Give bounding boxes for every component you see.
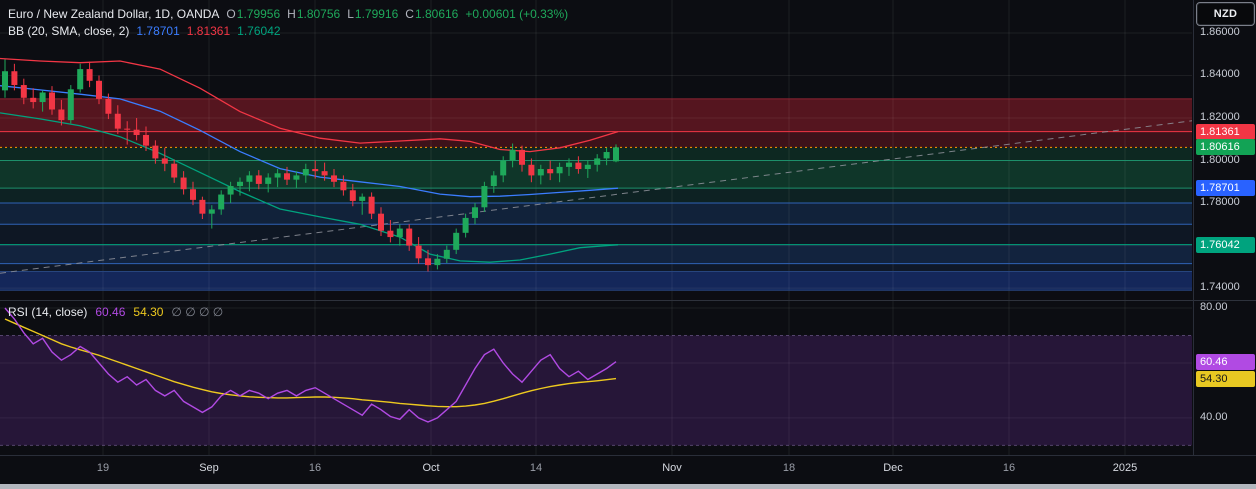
price-axis-label: 1.80000	[1200, 153, 1240, 166]
price-axis-label: 1.84000	[1200, 68, 1240, 81]
bottom-scrollbar[interactable]	[0, 484, 1256, 489]
price-axis-label: 1.82000	[1200, 111, 1240, 123]
supply-demand-zones	[0, 98, 1192, 291]
time-axis-label: 18	[782, 462, 796, 474]
price-axis-label: 1.74000	[1200, 281, 1240, 294]
time-axis[interactable]: 19 Sep 16 Oct 14 Nov 18 Dec 16 2025	[0, 455, 1256, 485]
time-axis-label: Nov	[662, 462, 682, 474]
time-axis-label: 19	[96, 462, 110, 474]
rsi-ma-badge: 54.30	[1196, 370, 1255, 387]
rsi-lines	[4, 307, 617, 423]
time-axis-label: Oct	[422, 462, 440, 474]
price-axis-label: 1.78000	[1200, 196, 1240, 209]
trendline	[0, 120, 1193, 274]
time-axis-label: 16	[1002, 462, 1016, 474]
bollinger-bands	[0, 57, 619, 263]
pane-divider[interactable]	[0, 300, 1256, 301]
time-axis-label: 2025	[1112, 462, 1138, 474]
bb-lower-badge: 1.76042	[1196, 236, 1255, 253]
time-axis-label: Sep	[199, 462, 219, 474]
last-price-badge: 1.80616	[1196, 139, 1255, 156]
price-axis[interactable]: 1.86000 1.84000 1.82000 1.80000 1.78000 1.740…	[1193, 0, 1256, 455]
currency-toggle-button[interactable]: NZD	[1196, 2, 1255, 26]
bb-indicator-title[interactable]: BB (20, SMA, close, 2)	[8, 24, 130, 38]
time-axis-label: Dec	[883, 462, 903, 474]
symbol-title[interactable]: Euro / New Zealand Dollar, 1D, OANDA	[8, 7, 220, 21]
bb-basis-badge: 1.78701	[1196, 180, 1255, 197]
rsi-axis-label: 80.00	[1200, 301, 1228, 314]
rsi-indicator-title[interactable]: RSI (14, close)	[8, 305, 88, 319]
bb-upper-badge: 1.81361	[1196, 123, 1255, 140]
rsi-axis-label: 40.00	[1200, 410, 1228, 423]
rsi-value-badge: 60.46	[1196, 353, 1255, 370]
time-axis-label: 16	[308, 462, 322, 474]
price-axis-label: 1.86000	[1200, 25, 1240, 38]
time-axis-label: 14	[529, 462, 543, 474]
rsi-band	[0, 335, 1192, 446]
candles	[2, 59, 619, 272]
